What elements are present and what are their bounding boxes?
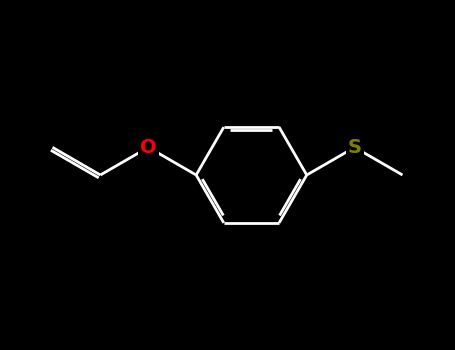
- Text: O: O: [140, 138, 157, 157]
- Text: S: S: [348, 138, 362, 157]
